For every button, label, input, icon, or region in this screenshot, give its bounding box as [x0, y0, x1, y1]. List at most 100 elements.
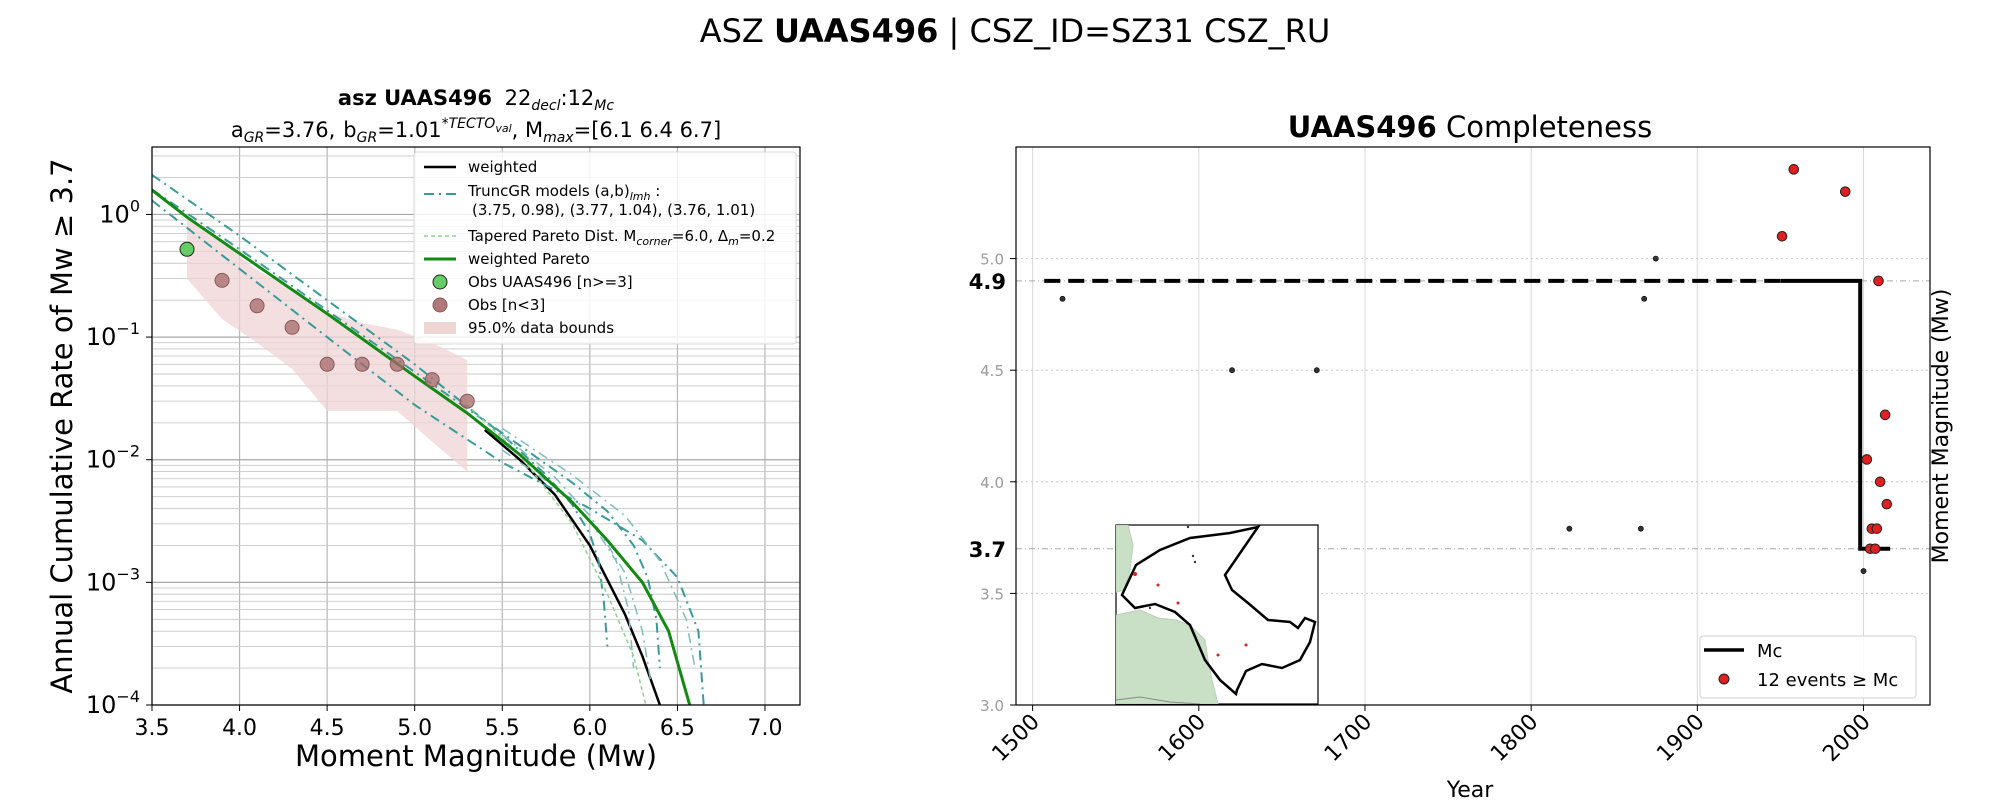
right-event-below-mc: [1860, 568, 1867, 574]
left-chart-title-line1: asz UAAS496 22decl:12Mc: [338, 86, 614, 114]
left-line-truncgr_light: [501, 427, 696, 669]
right-y-tick-label: 4.0: [980, 474, 1004, 492]
left-x-axis-label: Moment Magnitude (Mw): [295, 739, 657, 773]
inset-map-event: [1191, 554, 1195, 558]
right-x-tick-label: 1700: [1320, 710, 1377, 767]
inset-map-event: [1148, 606, 1152, 610]
left-x-tick-label: 3.5: [135, 716, 170, 741]
inset-map-event: [1176, 601, 1180, 605]
legend-events-label: 12 events ≥ Mc: [1757, 670, 1898, 691]
left-bounds-band: [187, 214, 468, 472]
inset-map-event: [1133, 572, 1137, 576]
left-x-tick-label: 4.0: [222, 716, 257, 741]
legend-weighted-label: weighted: [468, 158, 537, 176]
left-legend: weighted TruncGR models (a,b)lmh : (3.75…: [413, 151, 797, 345]
right-event-below-mc: [1313, 367, 1320, 374]
suptitle-suffix: | CSZ_ID=SZ31 CSZ_RU: [949, 12, 1331, 50]
left-obs-point-small-n: [214, 272, 230, 288]
legend-bounds-swatch: [424, 322, 456, 334]
left-chart-title-line2: aGR=3.76, bGR=1.01*TECTOval, Mmax=[6.1 6.…: [231, 116, 721, 146]
left-line-truncgr: [152, 188, 661, 669]
right-legend-box: [1699, 635, 1917, 699]
right-x-tick-label: 1500: [988, 710, 1045, 767]
left-line-truncgr: [152, 174, 609, 647]
left-observations: [179, 241, 475, 409]
inset-map-event: [1244, 643, 1248, 647]
left-model-lines: [152, 174, 705, 705]
left-obs-point-small-n: [249, 298, 265, 314]
left-x-tick-label: 4.5: [310, 716, 345, 741]
right-chart: UAAS496 Completeness 1500 1600 1700 1800 190…: [969, 110, 1954, 800]
right-event-above-mc: [1776, 230, 1788, 242]
left-line-tapered: [466, 404, 647, 705]
left-obs-point: [179, 241, 195, 257]
left-obs-point-small-n: [354, 356, 370, 372]
left-line-truncgr_light: [501, 449, 635, 669]
left-obs-point-small-n: [284, 319, 300, 335]
inset-map-event: [1156, 583, 1160, 587]
figure-suptitle: ASZ UAAS496 | CSZ_ID=SZ31 CSZ_RU: [700, 12, 1331, 50]
right-event-above-mc: [1869, 543, 1881, 555]
left-obs-point-small-n: [424, 372, 440, 388]
legend-obs-brown-swatch: [432, 297, 448, 313]
left-x-tick-label: 5.5: [485, 716, 520, 741]
legend-truncgr-label: TruncGR models (a,b)lmh :: [467, 182, 660, 203]
right-x-axis-label: Year: [1446, 778, 1495, 800]
right-event-below-mc: [1229, 367, 1235, 374]
right-mc-value-label: 4.9: [969, 270, 1006, 294]
legend-mc-label: Mc: [1757, 641, 1782, 662]
right-chart-title: UAAS496 Completeness: [1288, 110, 1652, 144]
left-x-tick-label: 6.5: [660, 716, 695, 741]
inset-map: [1115, 524, 1319, 705]
right-mc-value-label: 3.7: [969, 538, 1006, 562]
right-event-above-mc: [1879, 409, 1891, 421]
right-events: [1059, 164, 1893, 574]
right-event-above-mc: [1788, 164, 1800, 175]
right-event-below-mc: [1652, 255, 1659, 262]
left-y-ticks: 100 10−1 10−2 10−3 10−4: [86, 196, 152, 719]
right-y-tick-label: 3.5: [980, 585, 1004, 603]
right-event-above-mc: [1873, 275, 1884, 287]
left-y-tick-label: 10−2: [86, 442, 140, 474]
right-mc-line-step: [1780, 278, 1891, 551]
inset-map-land-north: [1116, 525, 1134, 593]
left-line-weighted_pareto: [152, 188, 692, 705]
right-event-below-mc: [1059, 295, 1066, 302]
inset-map-event: [1186, 525, 1190, 529]
legend-obs-brown-label: Obs [n<3]: [468, 296, 545, 314]
suptitle-prefix: ASZ: [700, 12, 764, 50]
left-data-bounds: [187, 214, 468, 472]
left-y-tick-label: 10−4: [86, 687, 140, 719]
left-plot-frame: [151, 146, 801, 706]
right-y-tick-label: 5.0: [980, 251, 1004, 269]
left-x-tick-label: 6.0: [572, 716, 607, 741]
left-y-tick-label: 10−3: [86, 564, 140, 596]
right-x-tick-label: 2000: [1818, 710, 1875, 767]
left-line-weighted: [483, 428, 662, 705]
legend-obs-green-label: Obs UAAS496 [n>=3]: [468, 273, 633, 291]
right-event-above-mc: [1881, 498, 1893, 510]
legend-tapered-label: Tapered Pareto Dist. Mcorner=6.0, Δm=0.2: [467, 227, 775, 248]
left-y-tick-label: 100: [99, 196, 140, 228]
left-x-tick-label: 7.0: [747, 716, 782, 741]
left-y-tick-label: 10−1: [86, 319, 140, 351]
right-y-tick-label: 4.5: [980, 362, 1004, 380]
left-y-axis-label: Annual Cumulative Rate of Mw ≥ 3.7: [45, 158, 79, 693]
right-y-ticks: 3.0 3.5 4.0 4.5 5.0 3.7 4.9: [969, 251, 1016, 715]
right-event-above-mc: [1874, 476, 1886, 488]
legend-events-swatch: [1718, 673, 1730, 685]
inset-map-coast: [1116, 696, 1201, 704]
right-event-above-mc: [1871, 523, 1883, 534]
inset-map-event: [1216, 653, 1220, 657]
right-event-above-mc: [1839, 186, 1851, 197]
right-x-tick-label: 1800: [1486, 710, 1543, 767]
legend-truncgr-values: (3.75, 0.98), (3.77, 1.04), (3.76, 1.01): [472, 201, 755, 219]
left-legend-box: [413, 151, 797, 345]
right-event-below-mc: [1641, 295, 1648, 302]
inset-map-event: [1193, 560, 1197, 564]
left-obs-point-small-n: [319, 356, 335, 372]
left-x-ticks: 3.5 4.0 4.5 5.0 5.5 6.0 6.5 7.0: [135, 705, 782, 741]
inset-map-zone-outline: [1120, 525, 1317, 697]
right-y-axis-label: Moment Magnitude (Mw): [1929, 289, 1954, 564]
